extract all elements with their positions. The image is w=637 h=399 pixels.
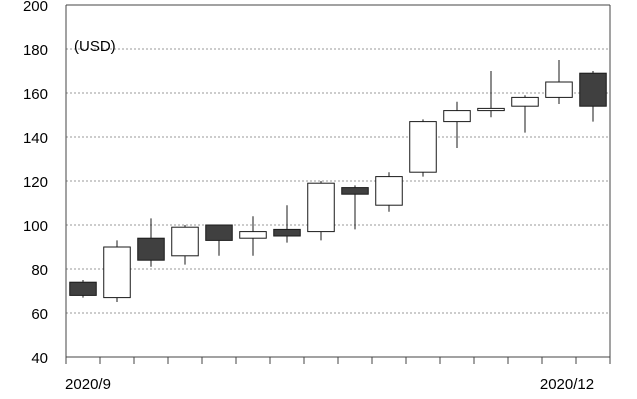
x-axis-label-end: 2020/12: [540, 376, 594, 393]
candle-body-up: [545, 81, 573, 98]
y-tick-label: 60: [31, 306, 48, 323]
grid-layer: [66, 48, 610, 314]
candles-layer: [69, 60, 607, 302]
candle-body-down: [137, 237, 165, 261]
y-tick-label: 120: [23, 174, 48, 191]
candle-body-up: [375, 176, 403, 206]
candle-body-up: [307, 182, 335, 233]
candle-body-up: [511, 96, 539, 107]
candle: [443, 101, 471, 148]
axis-layer: 40 60 80 100 120 140 160 180 200: [23, 0, 611, 367]
x-axis-label-start: 2020/9: [65, 376, 111, 393]
candle: [273, 205, 301, 243]
candle-body-up: [103, 246, 131, 299]
y-tick-label: 80: [31, 262, 48, 279]
candle: [307, 181, 335, 241]
candle: [341, 185, 369, 230]
y-tick-label: 180: [23, 42, 48, 59]
candle: [171, 225, 199, 265]
candle: [477, 71, 505, 118]
unit-label: (USD): [74, 38, 116, 55]
candle-body-down: [579, 72, 607, 107]
y-tick-label: 100: [23, 218, 48, 235]
candle: [69, 280, 97, 298]
candle: [239, 216, 267, 256]
candle-body-up: [443, 110, 471, 123]
y-tick-label: 160: [23, 86, 48, 103]
candle-body-up: [477, 107, 505, 112]
candle-body-up: [409, 121, 437, 173]
candle: [205, 224, 233, 256]
candle: [103, 240, 131, 302]
candle: [511, 95, 539, 133]
candle-body-down: [273, 228, 301, 237]
candle-body-down: [341, 187, 369, 195]
candle: [137, 218, 165, 267]
candle-body-up: [239, 231, 267, 239]
y-tick-label: 140: [23, 130, 48, 147]
y-tick-label: 200: [23, 0, 48, 15]
candle-body-down: [205, 224, 233, 241]
y-tick-label: 40: [31, 350, 48, 367]
candle-body-down: [69, 281, 97, 296]
candle: [375, 172, 403, 212]
candle: [579, 71, 607, 122]
candle: [409, 119, 437, 177]
candle: [545, 60, 573, 104]
candle-body-up: [171, 226, 199, 257]
